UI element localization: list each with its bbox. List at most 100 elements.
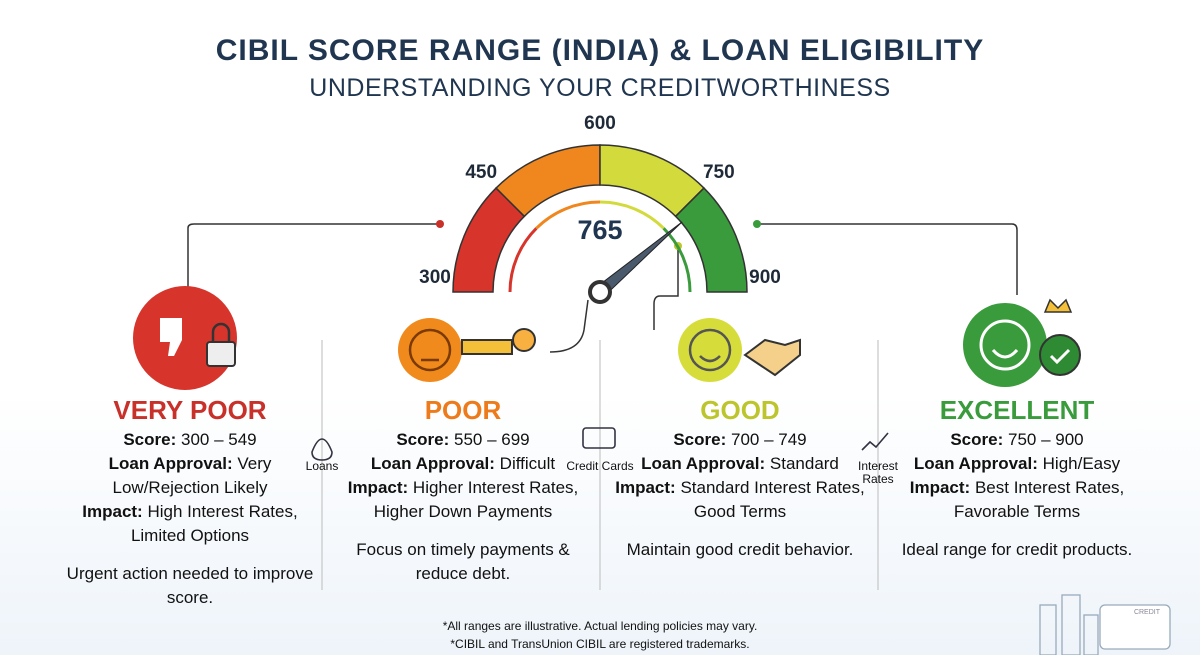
- category: POOR Score: 550 – 699 Loan Approval: Diffi…: [338, 395, 588, 586]
- detail: Score: 700 – 749: [615, 428, 865, 452]
- money-bag: [1039, 334, 1081, 376]
- detail-text: Standard: [769, 454, 839, 473]
- inner-arc: [662, 227, 692, 293]
- detail: Score: 550 – 699: [338, 428, 588, 452]
- inner-arc: [535, 200, 601, 230]
- gauge-value: 765: [577, 215, 622, 245]
- detail: Loan Approval: High/Easy: [892, 452, 1142, 476]
- dot: [753, 220, 761, 228]
- detail-label: Score:: [950, 430, 1004, 449]
- detail-text: Standard Interest Rates, Good Terms: [680, 478, 865, 521]
- footnote: *CIBIL and TransUnion CIBIL are register…: [450, 637, 750, 651]
- side-label: Loans: [305, 459, 339, 473]
- detail-text: 750 – 900: [1008, 430, 1084, 449]
- note: Focus on timely payments & reduce debt.: [356, 540, 570, 583]
- detail-label: Impact:: [615, 478, 676, 497]
- detail-label: Score:: [123, 430, 177, 449]
- gauge-tick-label: 450: [465, 162, 497, 183]
- category-name: GOOD: [700, 395, 780, 425]
- detail: Impact: Standard Interest Rates, Good Te…: [615, 476, 865, 524]
- title: CIBIL SCORE RANGE (INDIA) & LOAN ELIGIBI…: [215, 34, 985, 67]
- excellent-icon: [963, 303, 1047, 387]
- detail-text: Very Low/Rejection Likely: [112, 454, 272, 497]
- thumb-down: [160, 318, 182, 356]
- needle-hub: [588, 280, 612, 304]
- footnotes: *All ranges are illustrative. Actual len…: [0, 617, 1200, 653]
- subtitle: UNDERSTANDING YOUR CREDITWORTHINESS: [309, 74, 891, 102]
- category: GOOD Score: 700 – 749 Loan Approval: Stand…: [615, 395, 865, 562]
- detail: Score: 750 – 900: [892, 428, 1142, 452]
- category-name: EXCELLENT: [939, 395, 1095, 425]
- note: Urgent action needed to improve score.: [66, 564, 314, 607]
- detail-label: Impact:: [347, 478, 409, 497]
- very-poor-icon: [133, 286, 237, 390]
- detail-text: Best Interest Rates, Favorable Terms: [953, 478, 1125, 521]
- poor-icon: [398, 318, 462, 382]
- card-label: CREDIT: [1134, 609, 1161, 616]
- detail-label: Loan Approval:: [913, 454, 1038, 473]
- detail-label: Score:: [673, 430, 727, 449]
- dividers: [321, 340, 879, 590]
- connector: [653, 246, 679, 330]
- inner-arc: [508, 227, 538, 293]
- trend-icon: [861, 432, 889, 451]
- smile-face: [688, 328, 732, 372]
- dot: [436, 220, 444, 228]
- gauge-segment: [674, 186, 748, 293]
- detail-text: 300 – 549: [181, 430, 257, 449]
- detail: Loan Approval: Very Low/Rejection Likely: [65, 452, 315, 500]
- detail: Impact: Best Interest Rates, Favorable T…: [892, 476, 1142, 524]
- category-name: VERY POOR: [113, 395, 267, 425]
- detail-label: Impact:: [909, 478, 971, 497]
- detail-label: Loan Approval:: [370, 454, 495, 473]
- connectors: [187, 223, 1018, 353]
- detail: Loan Approval: Difficult: [338, 452, 588, 476]
- note: Maintain good credit behavior.: [626, 540, 854, 559]
- barrier: [461, 339, 513, 355]
- connector: [757, 223, 1018, 295]
- category: VERY POOR Score: 300 – 549 Loan Approval: …: [65, 395, 315, 610]
- connector: [187, 223, 440, 290]
- detail-text: 700 – 749: [731, 430, 807, 449]
- credit-card: [1099, 604, 1171, 650]
- footnote: *All ranges are illustrative. Actual len…: [442, 619, 758, 633]
- note: Ideal range for credit products.: [901, 540, 1133, 559]
- crown: [1043, 298, 1073, 313]
- detail-text: High Interest Rates, Limited Options: [130, 502, 298, 545]
- connector: [549, 299, 589, 353]
- detail-text: Difficult: [499, 454, 556, 473]
- gauge-tick-label: 750: [703, 162, 735, 183]
- detail: Loan Approval: Standard: [615, 452, 865, 476]
- detail-label: Loan Approval:: [641, 454, 766, 473]
- handshake: [743, 338, 801, 377]
- detail: Impact: Higher Interest Rates, Higher Do…: [338, 476, 588, 524]
- detail-text: High/Easy: [1042, 454, 1121, 473]
- detail-label: Loan Approval:: [108, 454, 233, 473]
- card-icon: [582, 427, 616, 449]
- city: [1039, 594, 1171, 655]
- detail-text: 550 – 699: [454, 430, 530, 449]
- category-name: POOR: [424, 395, 502, 425]
- neutral-face: [408, 328, 452, 372]
- side-icons: [311, 427, 889, 461]
- gauge-tick-label: 900: [749, 267, 781, 288]
- gauge-tick-label: 600: [584, 113, 616, 134]
- question: [512, 328, 536, 352]
- category: EXCELLENT Score: 750 – 900 Loan Approval: …: [892, 395, 1142, 562]
- check: [1049, 348, 1071, 365]
- detail-label: Impact:: [82, 502, 143, 521]
- lock-shackle: [211, 322, 231, 342]
- detail-label: Score:: [396, 430, 450, 449]
- side-label: Credit Cards: [566, 459, 634, 473]
- inner-arc: [599, 200, 665, 230]
- detail: Score: 300 – 549: [65, 428, 315, 452]
- happy-face: [979, 319, 1031, 371]
- side-label: Interest Rates: [857, 459, 899, 486]
- good-icon: [678, 318, 742, 382]
- lock: [206, 341, 236, 367]
- gauge-tick-label: 300: [419, 267, 451, 288]
- detail-text: Higher Interest Rates, Higher Down Payme…: [373, 478, 579, 521]
- detail: Impact: High Interest Rates, Limited Opt…: [65, 500, 315, 548]
